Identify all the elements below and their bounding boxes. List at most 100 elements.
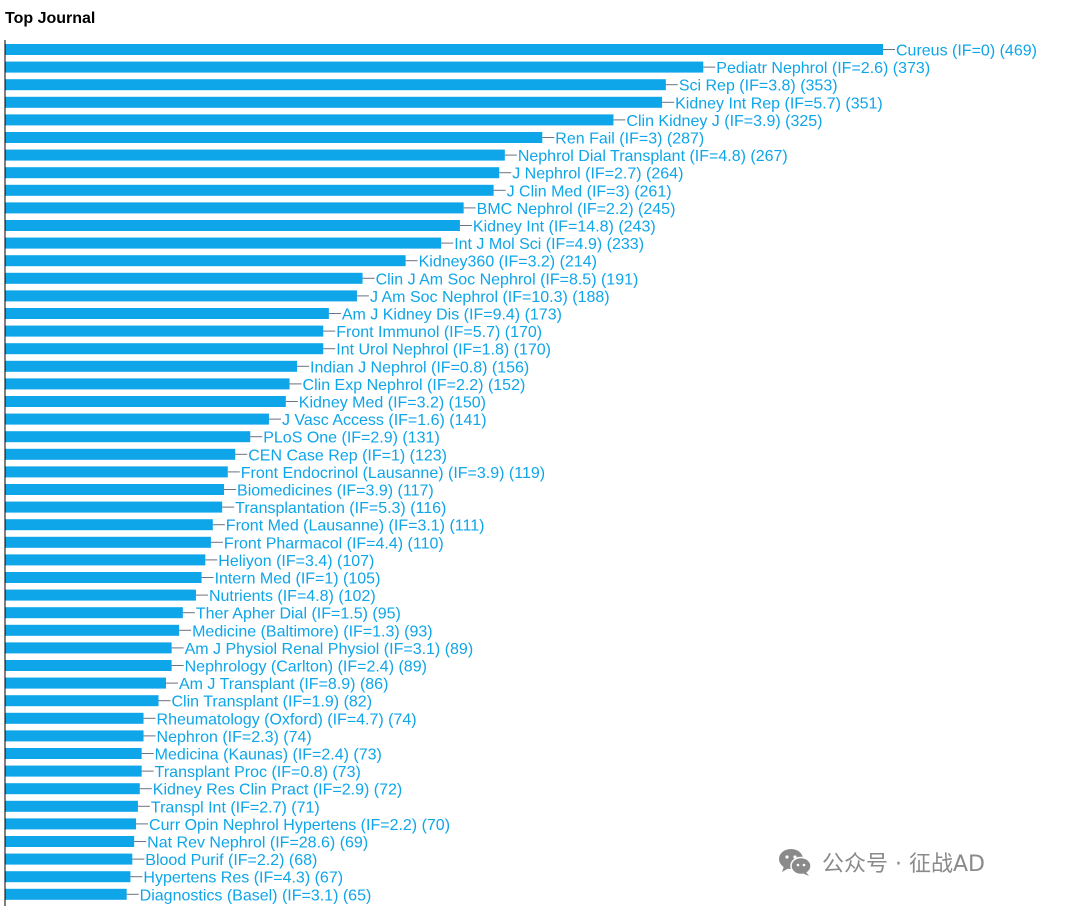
bar <box>5 431 251 443</box>
bar <box>5 677 166 689</box>
bar <box>5 748 142 759</box>
bar-label: Blood Purif (IF=2.2) (68) <box>145 852 317 869</box>
bar <box>5 818 137 830</box>
bar-label: J Am Soc Nephrol (IF=10.3) (188) <box>370 289 610 306</box>
bar-label: Kidney Res Clin Pract (IF=2.9) (72) <box>153 782 402 799</box>
bar-label: Front Endocrinol (Lausanne) (IF=3.9) (11… <box>241 465 545 482</box>
bar-label: Transplant Proc (IF=0.8) (73) <box>155 764 361 781</box>
bar-label: CEN Case Rep (IF=1) (123) <box>248 447 447 464</box>
bar <box>5 783 140 795</box>
bar-label: Am J Physiol Renal Physiol (IF=3.1) (89) <box>185 641 474 658</box>
bar-label: Front Immunol (IF=5.7) (170) <box>336 324 542 341</box>
bar <box>5 396 286 407</box>
bar-label: Nephron (IF=2.3) (74) <box>157 729 312 746</box>
bar-label: Kidney Int (IF=14.8) (243) <box>473 219 656 236</box>
bar <box>5 853 133 865</box>
bar <box>5 484 225 495</box>
bar <box>5 360 298 372</box>
bar <box>5 132 543 143</box>
bar-label: J Vasc Access (IF=1.6) (141) <box>282 412 487 429</box>
bar <box>5 536 211 548</box>
bar <box>5 149 505 161</box>
bar-label: Clin Exp Nephrol (IF=2.2) (152) <box>303 377 526 394</box>
bar-label: Am J Kidney Dis (IF=9.4) (173) <box>342 307 562 324</box>
bar <box>5 695 159 707</box>
bar <box>5 660 172 671</box>
bar <box>5 800 138 812</box>
bar-label: Clin Transplant (IF=1.9) (82) <box>172 694 373 711</box>
chart-title: Top Journal <box>5 10 96 27</box>
bar-label: Front Pharmacol (IF=4.4) (110) <box>224 535 444 552</box>
bar-label: Clin Kidney J (IF=3.9) (325) <box>626 113 822 130</box>
bar <box>5 343 324 355</box>
watermark: 公众号 · 征战AD <box>778 846 985 878</box>
bar <box>5 44 883 55</box>
bar <box>5 167 500 179</box>
bar-label: Sci Rep (IF=3.8) (353) <box>679 78 838 95</box>
bar <box>5 202 464 214</box>
bar-label: Heliyon (IF=3.4) (107) <box>218 553 374 570</box>
bar-label: Rheumatology (Oxford) (IF=4.7) (74) <box>157 711 417 728</box>
bar <box>5 765 142 777</box>
bar <box>5 519 213 531</box>
bar <box>5 466 228 478</box>
bars-layer: Cureus (IF=0) (469)Pediatr Nephrol (IF=2… <box>5 43 1037 904</box>
bar <box>5 184 494 196</box>
bar-label: Kidney Int Rep (IF=5.7) (351) <box>675 95 883 112</box>
bar <box>5 554 206 566</box>
bar-label: Am J Transplant (IF=8.9) (86) <box>179 676 388 693</box>
bar-label: Intern Med (IF=1) (105) <box>215 571 381 588</box>
bar-label: Nephrology (Carlton) (IF=2.4) (89) <box>185 659 427 676</box>
bar <box>5 589 196 601</box>
bar <box>5 712 144 724</box>
bar <box>5 871 131 883</box>
wechat-icon <box>779 849 812 876</box>
bar-label: Ther Apher Dial (IF=1.5) (95) <box>196 606 401 623</box>
bar <box>5 308 329 319</box>
bar <box>5 642 172 654</box>
bar-label: Transplantation (IF=5.3) (116) <box>235 500 446 517</box>
bar <box>5 624 180 636</box>
bar-label: Cureus (IF=0) (469) <box>896 43 1037 60</box>
watermark-text: 公众号 · 征战AD <box>822 852 985 877</box>
bar <box>5 572 202 583</box>
bar-label: Biomedicines (IF=3.9) (117) <box>237 483 434 500</box>
bar-label: Int J Mol Sci (IF=4.9) (233) <box>454 236 644 253</box>
bar <box>5 290 357 302</box>
bar-label: Indian J Nephrol (IF=0.8) (156) <box>310 359 529 376</box>
bar <box>5 114 614 126</box>
bar <box>5 79 666 91</box>
bar-label: Medicine (Baltimore) (IF=1.3) (93) <box>192 623 433 640</box>
bar-label: Diagnostics (Basel) (IF=3.1) (65) <box>140 887 372 904</box>
bar <box>5 220 460 231</box>
bar-label: Pediatr Nephrol (IF=2.6) (373) <box>716 60 930 77</box>
bar <box>5 325 324 337</box>
bar-label: Kidney360 (IF=3.2) (214) <box>419 254 597 271</box>
bar-label: Front Med (Lausanne) (IF=3.1) (111) <box>226 518 485 535</box>
bar <box>5 607 183 619</box>
bar-label: Nephrol Dial Transplant (IF=4.8) (267) <box>518 148 788 165</box>
bar <box>5 237 442 249</box>
bar <box>5 888 127 900</box>
bar <box>5 61 704 73</box>
bar-label: J Nephrol (IF=2.7) (264) <box>512 166 683 183</box>
bar-label: Transpl Int (IF=2.7) (71) <box>151 799 320 816</box>
bar-label: BMC Nephrol (IF=2.2) (245) <box>477 201 676 218</box>
bar <box>5 448 236 460</box>
bar <box>5 255 406 267</box>
bar-label: Nat Rev Nephrol (IF=28.6) (69) <box>147 835 368 852</box>
bar <box>5 836 135 847</box>
bar-label: PLoS One (IF=2.9) (131) <box>263 430 440 447</box>
bar-label: Kidney Med (IF=3.2) (150) <box>299 395 486 412</box>
bar-label: Int Urol Nephrol (IF=1.8) (170) <box>336 342 551 359</box>
bar <box>5 501 223 513</box>
bar <box>5 413 269 425</box>
bar <box>5 272 363 284</box>
bar-label: Medicina (Kaunas) (IF=2.4) (73) <box>155 747 382 764</box>
bar <box>5 378 290 390</box>
bar-label: Curr Opin Nephrol Hypertens (IF=2.2) (70… <box>149 817 450 834</box>
bar-label: J Clin Med (IF=3) (261) <box>507 183 672 200</box>
bar <box>5 96 663 108</box>
bar-label: Hypertens Res (IF=4.3) (67) <box>143 870 343 887</box>
